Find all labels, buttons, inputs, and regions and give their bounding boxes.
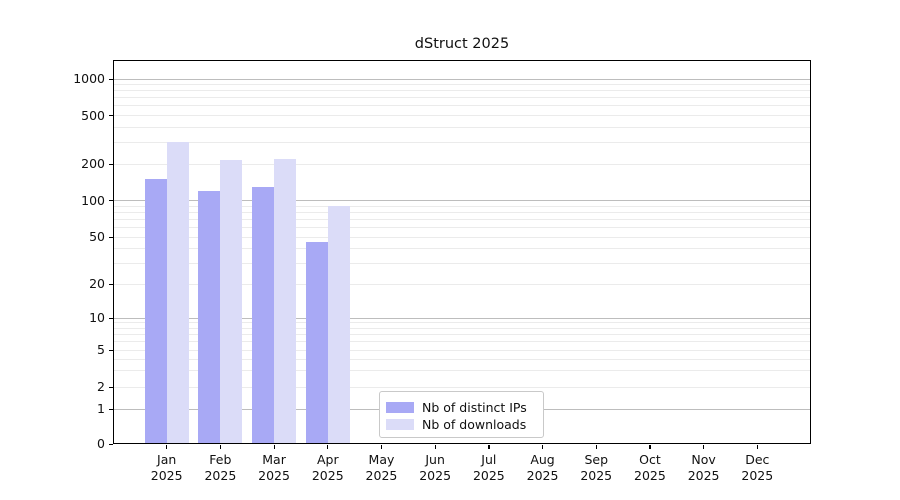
y-tick-mark (108, 386, 113, 388)
chart-title: dStruct 2025 (414, 36, 510, 52)
x-tick-mark (273, 444, 275, 449)
major-gridline (114, 317, 810, 319)
x-tick-label: Feb 2025 (204, 452, 237, 483)
bar-feb-distinct-ips (198, 190, 221, 443)
y-tick-label: 5 (97, 342, 105, 357)
minor-gridline (114, 247, 810, 249)
minor-gridline (114, 84, 810, 86)
y-tick-label: 1 (97, 401, 105, 416)
legend-item-downloads: Nb of downloads (386, 416, 535, 433)
y-tick-mark (108, 163, 113, 165)
minor-gridline (114, 218, 810, 220)
x-tick-label: Nov 2025 (687, 452, 720, 483)
x-tick-label: May 2025 (365, 452, 398, 483)
minor-gridline (114, 97, 810, 99)
x-tick-mark (219, 444, 222, 449)
minor-gridline (114, 349, 810, 351)
y-tick-label: 1000 (73, 71, 105, 86)
legend-label-distinct-ips: Nb of distinct IPs (422, 400, 527, 415)
y-tick-label: 500 (81, 107, 105, 123)
y-tick-mark (108, 443, 113, 445)
minor-gridline (114, 386, 810, 388)
x-tick-label: Oct 2025 (634, 452, 666, 483)
minor-gridline (114, 211, 810, 213)
y-tick-mark (108, 115, 113, 117)
legend-swatch-downloads (386, 418, 414, 431)
minor-gridline (114, 105, 810, 107)
x-tick-label: Dec 2025 (741, 452, 774, 483)
x-tick-mark (703, 444, 705, 449)
minor-gridline (114, 90, 810, 92)
plot-area (113, 60, 811, 444)
minor-gridline (114, 262, 810, 264)
x-tick-mark (756, 444, 758, 449)
y-tick-label: 50 (89, 229, 105, 244)
major-gridline (114, 78, 810, 80)
minor-gridline (114, 358, 810, 360)
x-tick-label: Apr 2025 (311, 452, 344, 483)
bar-jan-distinct-ips (144, 179, 167, 443)
x-tick-mark (166, 444, 168, 449)
minor-gridline (114, 236, 810, 238)
x-tick-label: Mar 2025 (258, 452, 290, 483)
y-tick-mark (108, 78, 113, 80)
x-tick-mark (595, 444, 597, 449)
y-tick-mark (108, 236, 113, 238)
y-tick-label: 10 (89, 310, 105, 325)
x-tick-mark (434, 444, 436, 449)
minor-gridline (114, 341, 810, 343)
x-tick-mark (380, 444, 383, 449)
y-tick-label: 200 (81, 156, 105, 171)
y-tick-mark (108, 349, 113, 351)
bar-apr-downloads (327, 206, 350, 443)
y-tick-mark (108, 408, 113, 410)
y-tick-label: 2 (97, 379, 105, 394)
bar-mar-distinct-ips (252, 186, 275, 443)
legend-item-distinct-ips: Nb of distinct IPs (386, 399, 535, 416)
x-tick-label: Sep 2025 (580, 452, 613, 483)
minor-gridline (114, 333, 810, 335)
legend: Nb of distinct IPs Nb of downloads (379, 391, 544, 438)
y-tick-label: 20 (89, 276, 105, 291)
x-tick-mark (542, 444, 544, 449)
minor-gridline (114, 163, 810, 165)
major-gridline (114, 200, 810, 201)
x-tick-label: Jul 2025 (472, 452, 505, 483)
y-tick-mark (108, 283, 113, 285)
minor-gridline (114, 327, 810, 329)
minor-gridline (114, 283, 810, 285)
x-tick-mark (488, 444, 490, 449)
bar-feb-downloads (220, 160, 243, 443)
bar-apr-distinct-ips (305, 242, 328, 443)
minor-gridline (114, 142, 810, 144)
x-tick-mark (649, 444, 651, 449)
minor-gridline (114, 322, 810, 324)
minor-gridline (114, 370, 810, 372)
x-tick-mark (327, 444, 329, 449)
minor-gridline (114, 226, 810, 228)
y-tick-label: 0 (97, 436, 105, 451)
bar-jan-downloads (166, 141, 189, 443)
legend-swatch-distinct-ips (386, 401, 414, 414)
y-tick-label: 100 (81, 192, 105, 208)
x-tick-label: Jun 2025 (419, 452, 452, 483)
minor-gridline (114, 205, 810, 207)
minor-gridline (114, 126, 810, 128)
bar-mar-downloads (274, 158, 297, 443)
x-tick-label: Aug 2025 (526, 452, 559, 483)
x-tick-label: Jan 2025 (150, 452, 183, 483)
legend-label-downloads: Nb of downloads (422, 417, 527, 432)
minor-gridline (114, 115, 810, 117)
y-tick-mark (108, 317, 113, 319)
y-tick-mark (108, 200, 113, 202)
